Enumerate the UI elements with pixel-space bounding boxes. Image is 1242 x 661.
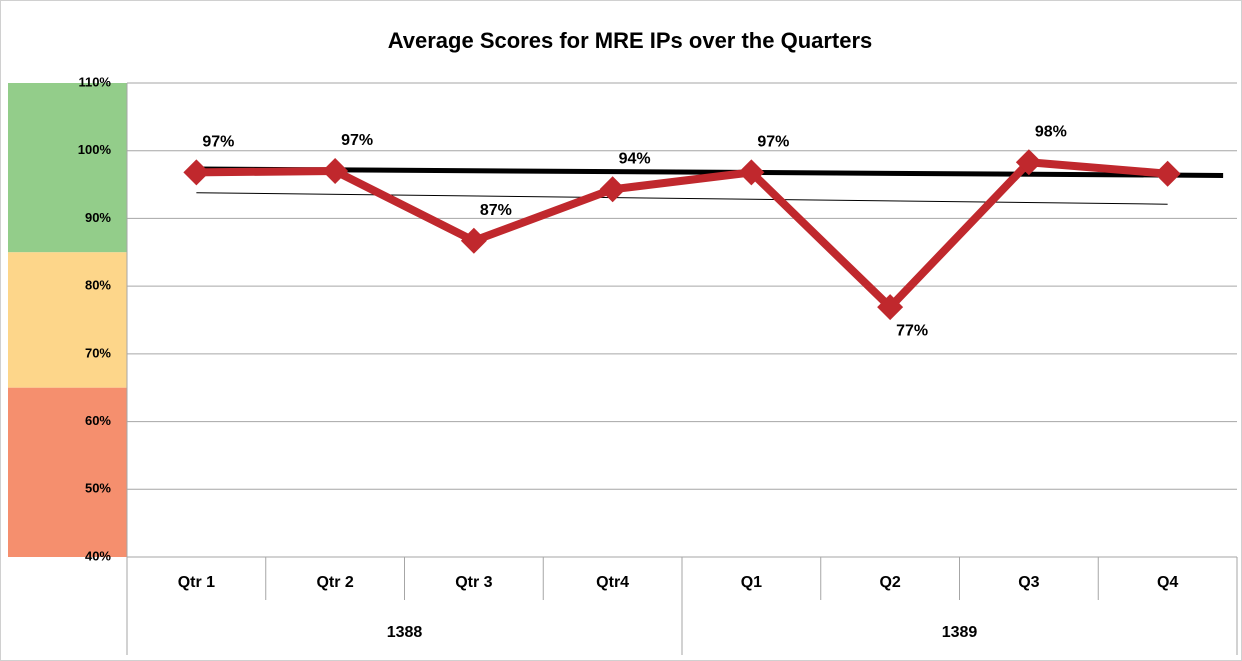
marker (183, 159, 210, 186)
marker (1015, 149, 1042, 176)
y-tick-label: 60% (85, 413, 111, 428)
y-tick-label: 80% (85, 278, 111, 293)
group-label: 1389 (942, 624, 978, 641)
data-label: 77% (896, 322, 928, 339)
score-band (8, 252, 127, 388)
data-label: 97% (202, 134, 234, 151)
x-tick-label: Q3 (1018, 574, 1039, 591)
x-tick-label: Qtr 2 (316, 574, 353, 591)
score-band (8, 83, 127, 253)
data-label: 97% (757, 134, 789, 151)
x-tick-label: Qtr 1 (178, 574, 215, 591)
group-label: 1388 (387, 624, 423, 641)
marker (322, 158, 349, 185)
marker (1154, 160, 1181, 187)
y-tick-label: 40% (85, 548, 111, 563)
score-band (8, 387, 127, 557)
marker (738, 159, 765, 186)
data-label: 94% (619, 151, 651, 168)
trendline (196, 166, 1224, 178)
chart-title: Average Scores for MRE IPs over the Quar… (388, 28, 873, 53)
marker (599, 176, 626, 203)
y-tick-label: 50% (85, 481, 111, 496)
x-tick-label: Qtr 3 (455, 574, 492, 591)
x-tick-label: Qtr4 (596, 574, 629, 591)
marker (460, 227, 487, 254)
y-tick-label: 90% (85, 210, 111, 225)
x-tick-label: Q1 (741, 574, 762, 591)
data-label: 97% (341, 132, 373, 149)
data-label: 98% (1035, 123, 1067, 140)
x-tick-label: Q4 (1157, 574, 1178, 591)
y-tick-label: 110% (78, 74, 111, 89)
y-tick-label: 100% (78, 142, 112, 157)
x-tick-label: Q2 (879, 574, 900, 591)
y-tick-label: 70% (85, 345, 111, 360)
series-line (196, 158, 1168, 312)
marker (877, 294, 904, 321)
trendline (196, 192, 1168, 205)
data-label: 87% (480, 202, 512, 219)
